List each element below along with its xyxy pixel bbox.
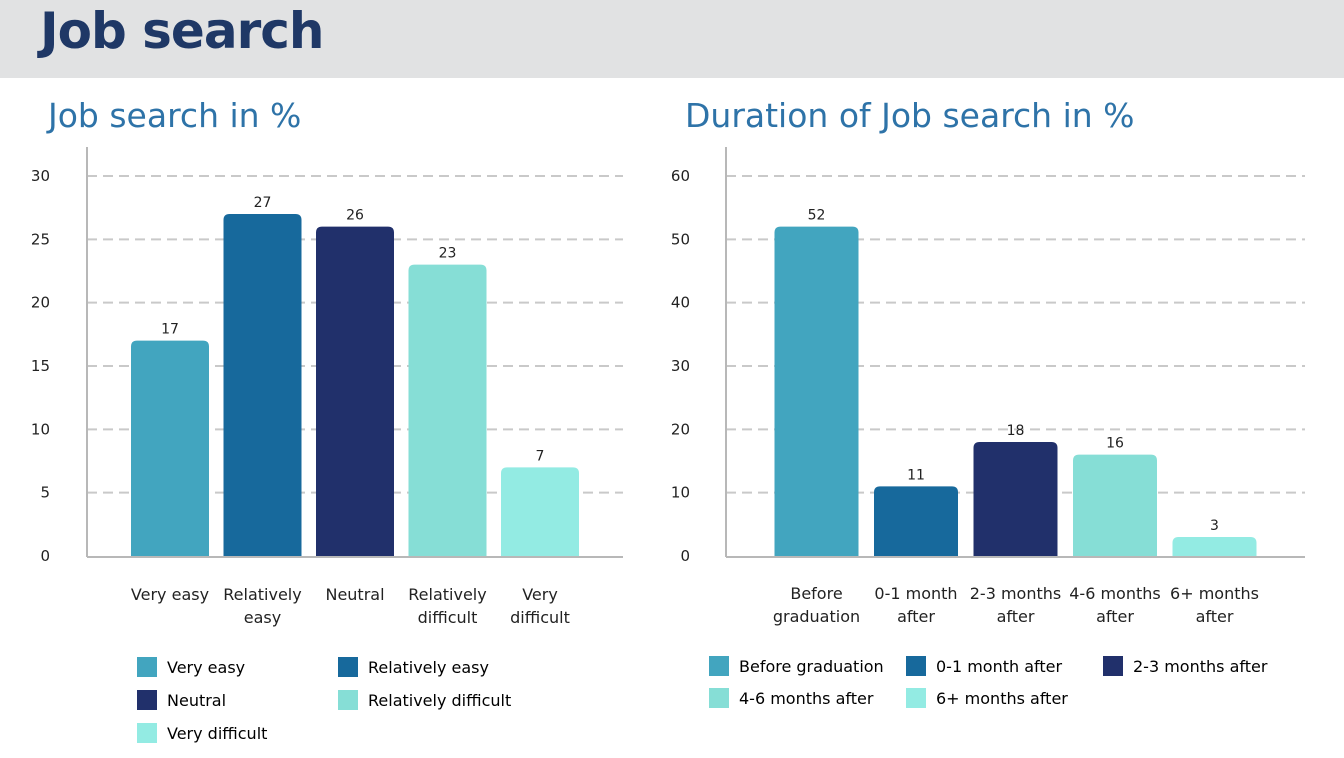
legend-swatch — [709, 688, 729, 708]
x-tick-label: after — [1196, 607, 1234, 626]
x-tick-label: 0-1 month — [874, 584, 957, 603]
y-tick-label: 30 — [671, 357, 690, 375]
legend-label: 2-3 months after — [1133, 656, 1268, 676]
y-tick-label: 20 — [31, 294, 50, 312]
legend-item: Relatively difficult — [338, 690, 511, 710]
legend-swatch — [906, 688, 926, 708]
x-tick-label: after — [997, 607, 1035, 626]
header-bar: Job search — [0, 0, 1344, 78]
x-tick-label: difficult — [418, 608, 478, 627]
x-tick-label: after — [897, 607, 935, 626]
legend-item: Very easy — [137, 657, 245, 677]
data-label: 52 — [808, 208, 826, 224]
y-tick-label: 20 — [671, 420, 690, 438]
legend-label: Before graduation — [739, 656, 884, 676]
legend-label: Relatively easy — [368, 657, 489, 677]
legend-swatch — [137, 723, 157, 743]
data-label: 18 — [1007, 423, 1025, 439]
data-label: 26 — [346, 208, 364, 224]
legend-label: Relatively difficult — [368, 690, 512, 710]
legend-label: Very difficult — [167, 723, 268, 743]
bar — [973, 442, 1058, 556]
y-tick-label: 40 — [671, 294, 690, 312]
legend-swatch — [338, 690, 358, 710]
y-tick-label: 50 — [671, 230, 690, 248]
bar — [874, 486, 958, 556]
data-label: 27 — [254, 195, 272, 211]
y-tick-label: 15 — [31, 357, 50, 375]
legend-label: 6+ months after — [936, 688, 1068, 708]
bar — [774, 226, 859, 556]
legend-swatch — [1103, 656, 1123, 676]
legend-swatch — [137, 690, 157, 710]
data-label: 7 — [536, 448, 545, 464]
bar — [408, 264, 487, 556]
data-label: 23 — [439, 246, 457, 262]
x-tick-label: difficult — [510, 608, 570, 627]
legend-item: 2-3 months after — [1103, 656, 1267, 676]
legend-item: 4-6 months after — [709, 688, 873, 708]
legend-item: Before graduation — [709, 656, 884, 676]
chart-title-duration: Duration of Job search in % — [685, 96, 1135, 135]
chart-title-job-search: Job search in % — [48, 96, 302, 135]
x-tick-label: Relatively — [408, 585, 486, 604]
x-tick-label: 2-3 months — [970, 584, 1061, 603]
x-tick-label: 6+ months — [1170, 584, 1259, 603]
bar — [1073, 454, 1157, 556]
legend-item: Neutral — [137, 690, 226, 710]
legend-swatch — [906, 656, 926, 676]
bar — [1172, 537, 1257, 556]
x-tick-label: Before — [790, 584, 842, 603]
x-tick-label: 4-6 months — [1069, 584, 1160, 603]
legend-swatch — [338, 657, 358, 677]
y-tick-label: 60 — [671, 167, 690, 185]
legend-label: Very easy — [167, 657, 246, 677]
y-tick-label: 0 — [40, 547, 50, 565]
data-label: 17 — [161, 322, 179, 338]
legend-swatch — [709, 656, 729, 676]
legend-item: Relatively easy — [338, 657, 489, 677]
y-tick-label: 0 — [680, 547, 690, 565]
x-tick-label: easy — [244, 608, 281, 627]
x-tick-label: after — [1096, 607, 1134, 626]
x-tick-label: Neutral — [325, 585, 384, 604]
data-label: 11 — [907, 467, 925, 483]
y-tick-label: 25 — [31, 230, 50, 248]
page-title: Job search — [40, 2, 324, 60]
legend-label: Neutral — [167, 690, 227, 710]
bar — [223, 214, 302, 556]
y-tick-label: 5 — [40, 484, 50, 502]
legend-item: 6+ months after — [906, 688, 1068, 708]
legend-item: Very difficult — [137, 723, 267, 743]
legend-swatch — [137, 657, 157, 677]
y-tick-label: 10 — [671, 484, 690, 502]
x-tick-label: Very easy — [131, 585, 209, 604]
data-label: 3 — [1210, 518, 1219, 534]
legend-label: 0-1 month after — [936, 656, 1063, 676]
legend-label: 4-6 months after — [739, 688, 874, 708]
bar — [316, 226, 394, 556]
data-label: 16 — [1106, 436, 1124, 452]
x-tick-label: graduation — [773, 607, 860, 626]
bar — [501, 467, 579, 556]
y-tick-label: 10 — [31, 420, 50, 438]
x-tick-label: Very — [522, 585, 558, 604]
x-tick-label: Relatively — [223, 585, 301, 604]
legend-item: 0-1 month after — [906, 656, 1062, 676]
y-tick-label: 30 — [31, 167, 50, 185]
bar — [131, 340, 209, 556]
